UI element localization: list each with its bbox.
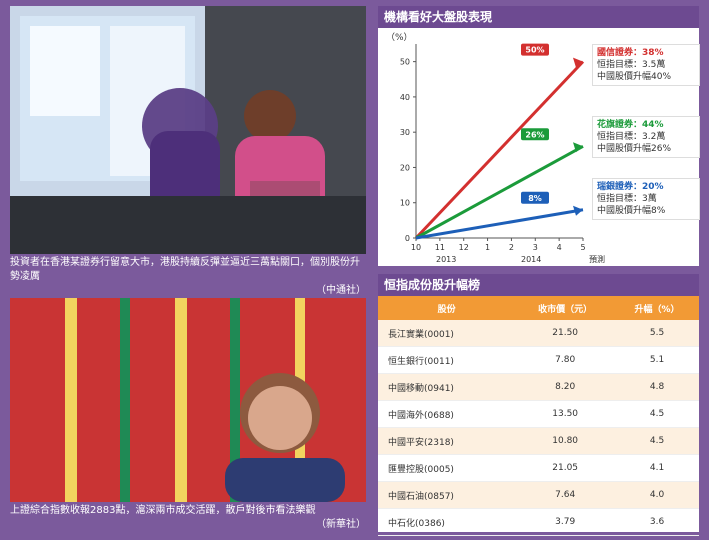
table-header-row: 股份 收市價（元） 升幅（%）	[378, 296, 699, 320]
stock-change: 4.8	[615, 373, 699, 401]
x-tick-label: 1	[485, 243, 490, 252]
forecast-box-3-line-2: 恒指目標：3萬	[597, 194, 657, 204]
stock-price: 7.80	[515, 346, 616, 374]
forecast-box-1-line-3: 中國股價升幅40%	[597, 72, 672, 82]
chart-title: 機構看好大盤股表現	[378, 6, 699, 28]
stock-price: 3.79	[515, 508, 616, 536]
series-badge-1	[521, 43, 549, 56]
stock-name: 匯豐控股(0005)	[378, 454, 516, 482]
y-tick-label: 30	[400, 128, 410, 137]
caption-top: 投資者在香港某證券行留意大市，港股持續反彈並逼近三萬點關口，個別股份升勢凌厲 （…	[10, 256, 366, 296]
table-row: 恒生銀行(0011) 7.80 5.1	[378, 346, 699, 374]
series-badge-label-2: 26%	[525, 130, 544, 139]
x-tick-label: 3	[533, 243, 538, 252]
stock-change: 5.1	[615, 346, 699, 374]
stock-name: 中國石油(0857)	[378, 481, 516, 509]
forecast-box-3-line-1: 瑞銀證券：20%	[597, 182, 664, 192]
x-tick-label: 10	[411, 243, 421, 252]
table-header-stock: 股份	[378, 296, 516, 320]
table-header-price: 收市價（元）	[515, 296, 616, 320]
photo-trader	[10, 298, 366, 502]
forecast-box-2-line-3: 中國股價升幅26%	[597, 144, 672, 154]
stock-price: 10.80	[515, 427, 616, 455]
chart-box: （%） 0 10 20 30 40 50 10 11 12 1 2 3 4 5 2013 2014 預測 50% 2…	[378, 28, 700, 266]
series-arrow-1	[573, 57, 583, 68]
y-tick-label: 40	[400, 93, 410, 102]
forecast-chart-panel: 機構看好大盤股表現 （%） 0 10 20 30 40 50 10 11 12 1 2 3 4 5 2013 2…	[378, 6, 700, 266]
table-row: 匯豐控股(0005) 21.05 4.1	[378, 454, 699, 482]
photo-investors	[10, 6, 366, 254]
table-row: 長江實業(0001) 21.50 5.5	[378, 320, 699, 347]
stock-price: 7.64	[515, 481, 616, 509]
table-header-change: 升幅（%）	[615, 296, 699, 320]
stock-name: 長江實業(0001)	[378, 320, 516, 347]
forecast-box-3-line-3: 中國股價升幅8%	[597, 206, 666, 216]
series-arrow-2	[573, 142, 583, 153]
stock-price: 21.05	[515, 454, 616, 482]
caption-top-credit: （中通社）	[316, 285, 366, 296]
forecast-box-1-line-1: 國信證券：38%	[597, 48, 664, 58]
stock-change: 4.5	[615, 427, 699, 455]
x-tick-label: 11	[435, 243, 445, 252]
stock-price: 8.20	[515, 373, 616, 401]
chart-note: 預測	[589, 254, 605, 264]
stock-price: 21.50	[515, 320, 616, 347]
series-badge-label-3: 8%	[528, 194, 542, 203]
series-badge-3	[521, 191, 549, 204]
y-axis-label: （%）	[386, 32, 413, 43]
y-tick-label: 0	[405, 234, 410, 243]
table-row: 中國移動(0941) 8.20 4.8	[378, 373, 699, 401]
forecast-box-2-line-1: 花旗證券：44%	[597, 120, 664, 130]
photo-trader-illustration	[10, 298, 366, 502]
x-year-2: 2014	[521, 255, 541, 264]
stock-name: 恒生銀行(0011)	[378, 346, 516, 374]
x-tick-label: 4	[557, 243, 562, 252]
stock-name: 中國平安(2318)	[378, 427, 516, 455]
y-tick-label: 50	[400, 58, 410, 67]
x-year-1: 2013	[436, 255, 456, 264]
series-line-3	[415, 208, 584, 240]
table-row: 中石化(0386) 3.79 3.6	[378, 508, 699, 536]
stock-price: 13.50	[515, 400, 616, 428]
stock-change: 5.5	[615, 320, 699, 347]
series-badge-2	[521, 128, 549, 141]
stock-name: 中國海外(0688)	[378, 400, 516, 428]
rank-table-panel: 恒指成份股升幅榜 股份 收市價（元） 升幅（%） 長江實業(0001) 21.5…	[378, 274, 699, 536]
table-row: 中國平安(2318) 10.80 4.5	[378, 427, 699, 455]
stock-change: 4.1	[615, 454, 699, 482]
forecast-box-1-line-2: 恒指目標：3.5萬	[597, 60, 666, 70]
caption-bottom-credit: （新華社）	[316, 519, 366, 530]
stock-change: 4.0	[615, 481, 699, 509]
stock-change: 4.5	[615, 400, 699, 428]
x-tick-label: 5	[580, 243, 585, 252]
rank-table: 股份 收市價（元） 升幅（%） 長江實業(0001) 21.50 5.5 恒生銀…	[378, 296, 699, 536]
x-tick-label: 2	[509, 243, 514, 252]
y-tick-label: 10	[400, 199, 410, 208]
stock-name: 中石化(0386)	[378, 508, 516, 536]
forecast-box-2: 花旗證券：44% 恒指目標：3.2萬 中國股價升幅26%	[592, 116, 700, 158]
stock-name: 中國移動(0941)	[378, 373, 516, 401]
y-tick-label: 20	[400, 163, 410, 172]
series-arrow-3	[573, 205, 583, 216]
photo-investors-illustration	[10, 6, 366, 254]
forecast-box-3: 瑞銀證券：20% 恒指目標：3萬 中國股價升幅8%	[592, 178, 700, 220]
series-line-2	[415, 144, 584, 240]
table-row: 中國石油(0857) 7.64 4.0	[378, 481, 699, 509]
caption-bottom-text: 上證綜合指數收報2883點，滬深兩市成交活躍，散戶對後市看法樂觀	[10, 505, 316, 516]
table-row: 中國海外(0688) 13.50 4.5	[378, 400, 699, 428]
series-line-1	[414, 60, 585, 240]
caption-top-text: 投資者在香港某證券行留意大市，港股持續反彈並逼近三萬點關口，個別股份升勢凌厲	[10, 257, 360, 282]
table-title: 恒指成份股升幅榜	[378, 274, 699, 296]
x-tick-label: 12	[459, 243, 469, 252]
chart-series	[414, 57, 585, 240]
series-badge-label-1: 50%	[525, 46, 544, 55]
chart-badges: 50% 26% 8%	[521, 43, 549, 204]
forecast-box-1: 國信證券：38% 恒指目標：3.5萬 中國股價升幅40%	[592, 44, 700, 86]
caption-bottom: 上證綜合指數收報2883點，滬深兩市成交活躍，散戶對後市看法樂觀 （新華社）	[10, 504, 366, 536]
stock-change: 3.6	[615, 508, 699, 536]
forecast-box-2-line-2: 恒指目標：3.2萬	[597, 132, 666, 142]
